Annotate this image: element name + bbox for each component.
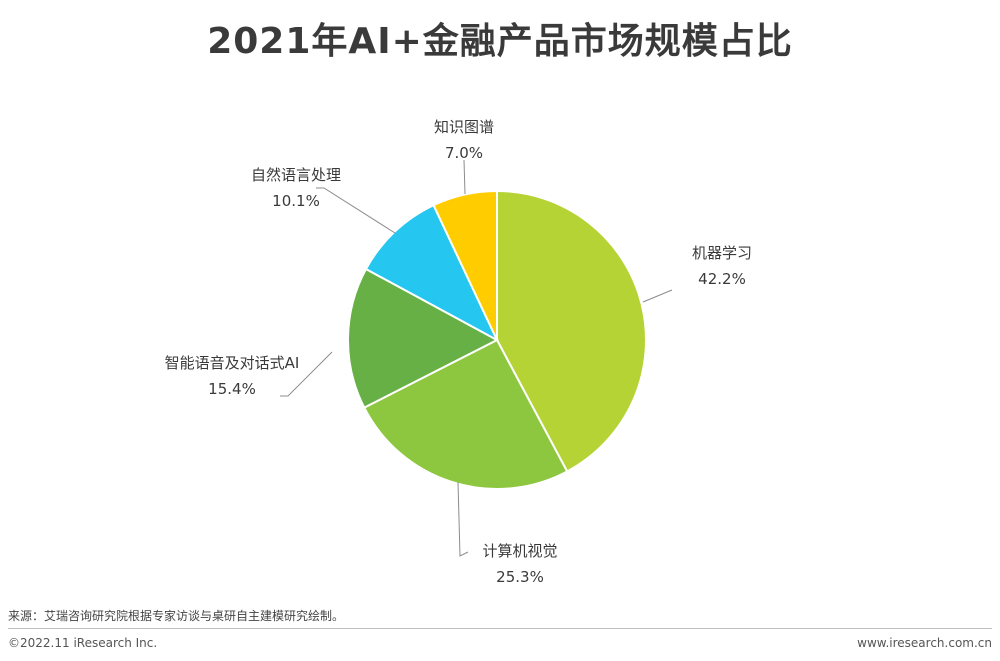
chart-title: 2021年AI+金融产品市场规模占比 <box>207 21 793 62</box>
slice-value-label: 10.1% <box>272 192 320 210</box>
slice-value-label: 7.0% <box>445 144 483 162</box>
slice-value-label: 42.2% <box>698 270 746 288</box>
slice-name-label: 计算机视觉 <box>482 542 557 560</box>
leader-line <box>463 159 466 195</box>
slice-name-label: 自然语言处理 <box>251 166 341 184</box>
leader-line <box>316 187 396 234</box>
slice-value-label: 15.4% <box>208 380 256 398</box>
slice-name-label: 知识图谱 <box>434 118 494 136</box>
leader-line <box>280 351 333 397</box>
leader-line <box>642 289 673 303</box>
pie-slice <box>496 189 647 473</box>
footer-divider <box>8 628 992 629</box>
pie-slice <box>362 338 569 490</box>
slice-value-label: 25.3% <box>496 568 544 586</box>
website-link[interactable]: www.iresearch.com.cn <box>857 636 992 650</box>
source-note: 来源：艾瑞咨询研究院根据专家访谈与桌研自主建模研究绘制。 <box>8 609 345 623</box>
copyright-text: ©2022.11 iResearch Inc. <box>8 636 158 650</box>
pie-slice <box>364 203 500 343</box>
leader-line <box>457 481 469 557</box>
slice-name-label: 智能语音及对话式AI <box>165 354 300 372</box>
pie-slice <box>432 189 498 341</box>
pie-slice <box>347 267 500 409</box>
slice-name-label: 机器学习 <box>692 244 752 262</box>
